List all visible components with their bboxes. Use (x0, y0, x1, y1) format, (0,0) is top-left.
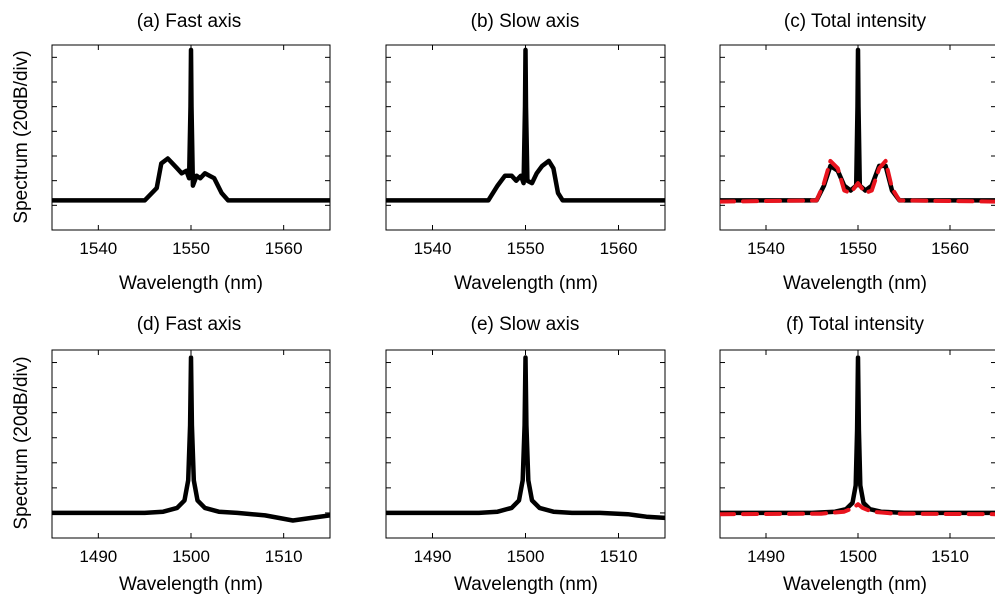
x-tick-label: 1510 (265, 547, 303, 566)
x-axis-label: Wavelength (nm) (119, 574, 263, 595)
x-tick-label: 1550 (839, 239, 877, 258)
panel-title: (f) Total intensity (786, 314, 924, 335)
panel-d: (d) Fast axis 1490 1500 1510 Wavelength (n… (51, 314, 331, 595)
x-axis-label: Wavelength (nm) (454, 574, 598, 595)
spectrum-series-line (52, 47, 330, 203)
spectrum-series-line (720, 355, 995, 516)
plot-marks: 1490 1500 1510 (720, 350, 995, 566)
plot-marks: 1540 1550 1560 (720, 45, 995, 258)
panel-title: (e) Slow axis (471, 314, 580, 335)
x-tick-label: 1540 (414, 239, 452, 258)
x-tick-label: 1500 (507, 547, 545, 566)
x-tick-label: 1550 (507, 239, 545, 258)
spectrum-series-line (720, 47, 995, 203)
plot-marks: 1540 1550 1560 (52, 45, 330, 258)
x-axis-label: Wavelength (nm) (783, 273, 927, 294)
x-tick-label: 1560 (931, 239, 969, 258)
x-tick-label: 1540 (79, 239, 117, 258)
panel-title: (d) Fast axis (137, 314, 242, 335)
x-axis-label: Wavelength (nm) (454, 273, 598, 294)
x-axis-label: Wavelength (nm) (783, 574, 927, 595)
panel-f: (f) Total intensity 1490 1500 1510 Wavelen… (719, 314, 995, 595)
y-axis-label-bottom: Spectrum (20dB/div) (11, 356, 32, 529)
panel-title: (a) Fast axis (137, 11, 242, 32)
fit-series-line (720, 158, 995, 204)
plot-marks: 1540 1550 1560 (386, 45, 665, 258)
panel-c: (c) Total intensity 1540 1550 1560 Wavelen… (719, 11, 995, 294)
spectrum-series-line (386, 47, 665, 203)
x-tick-label: 1500 (839, 547, 877, 566)
panel-title: (c) Total intensity (784, 11, 927, 32)
x-tick-label: 1500 (172, 547, 210, 566)
x-tick-label: 1550 (172, 239, 210, 258)
panel-b: (b) Slow axis 1540 1550 1560 Wavelength (n… (385, 11, 666, 294)
plot-marks: 1490 1500 1510 (52, 350, 330, 566)
x-tick-label: 1490 (414, 547, 452, 566)
fit-series-line (720, 502, 995, 517)
x-tick-label: 1560 (265, 239, 303, 258)
x-tick-label: 1560 (600, 239, 638, 258)
y-axis-label-top: Spectrum (20dB/div) (11, 50, 32, 223)
x-tick-label: 1490 (79, 547, 117, 566)
x-tick-label: 1510 (600, 547, 638, 566)
panel-a: (a) Fast axis 1540 1550 1560 Wavelength (n… (51, 11, 331, 294)
spectrum-series-line (386, 355, 665, 521)
x-tick-label: 1540 (747, 239, 785, 258)
x-tick-label: 1490 (747, 547, 785, 566)
panel-title: (b) Slow axis (471, 11, 580, 32)
panel-e: (e) Slow axis 1490 1500 1510 Wavelength (n… (385, 314, 666, 595)
x-axis-label: Wavelength (nm) (119, 273, 263, 294)
plot-marks: 1490 1500 1510 (386, 350, 665, 566)
x-tick-label: 1510 (931, 547, 969, 566)
spectrum-series-line (52, 355, 330, 523)
